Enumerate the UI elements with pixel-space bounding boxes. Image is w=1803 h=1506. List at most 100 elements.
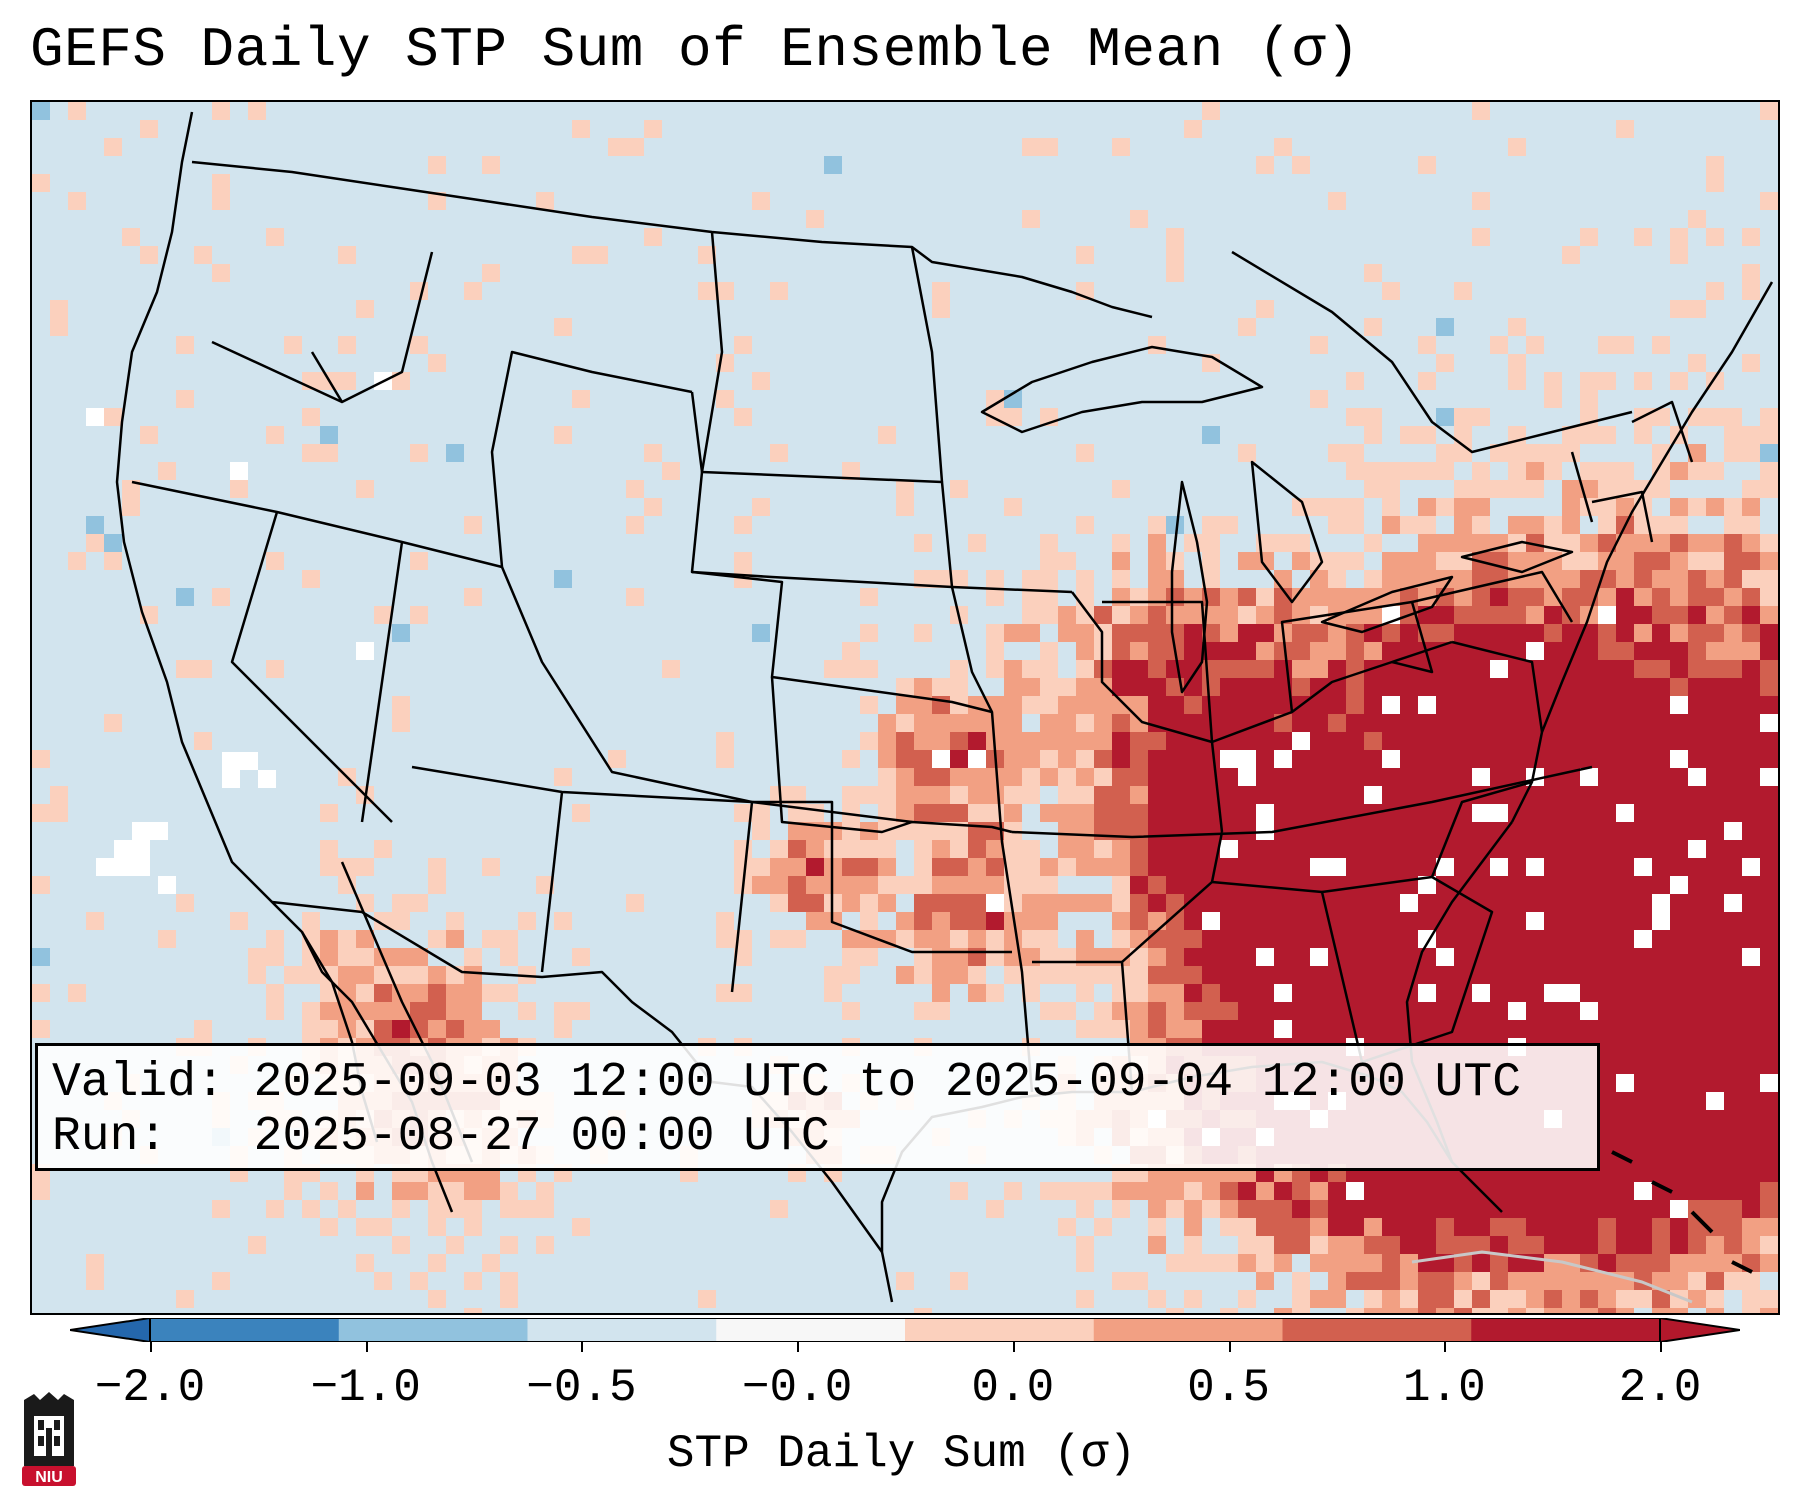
stp-grid-cell bbox=[1670, 1164, 1688, 1182]
stp-grid-cell bbox=[1706, 156, 1724, 174]
stp-grid-cell bbox=[1148, 534, 1166, 552]
stp-grid-cell bbox=[464, 984, 482, 1002]
stp-grid-cell bbox=[1652, 1020, 1670, 1038]
stp-grid-cell bbox=[1778, 696, 1780, 714]
stp-grid-cell bbox=[1490, 588, 1508, 606]
stp-grid-cell bbox=[1022, 876, 1040, 894]
colorbar-segments bbox=[150, 1318, 1661, 1342]
stp-grid-cell bbox=[1436, 624, 1454, 642]
stp-grid-cell bbox=[1508, 318, 1526, 336]
stp-grid-cell bbox=[1040, 948, 1058, 966]
stp-grid-cell bbox=[114, 840, 132, 858]
stp-grid-cell bbox=[1526, 1290, 1544, 1308]
stp-grid-cell bbox=[1778, 606, 1780, 624]
stp-grid-cell bbox=[806, 894, 824, 912]
stp-grid-cell bbox=[1472, 102, 1490, 120]
stp-grid-cell bbox=[1562, 624, 1580, 642]
stp-grid-cell bbox=[1616, 1110, 1634, 1128]
stp-grid-cell bbox=[1670, 930, 1688, 948]
stp-grid-cell bbox=[1616, 714, 1634, 732]
stp-grid-cell bbox=[410, 948, 428, 966]
stp-grid-cell bbox=[1202, 426, 1220, 444]
stp-grid-cell bbox=[896, 966, 914, 984]
stp-grid-cell bbox=[1418, 336, 1436, 354]
stp-grid-cell bbox=[1706, 552, 1724, 570]
stp-grid-cell bbox=[518, 1002, 536, 1020]
stp-grid-cell bbox=[320, 804, 338, 822]
stp-grid-cell bbox=[1580, 462, 1598, 480]
stp-grid-cell bbox=[554, 1002, 572, 1020]
stp-grid-cell bbox=[1148, 876, 1166, 894]
state-line bbox=[1570, 451, 1594, 523]
state-line bbox=[1451, 640, 1544, 733]
stp-grid-cell bbox=[1742, 1020, 1760, 1038]
stp-grid-cell bbox=[950, 1182, 968, 1200]
stp-grid-cell bbox=[1634, 1002, 1652, 1020]
stp-grid-cell bbox=[1058, 678, 1076, 696]
stp-grid-cell bbox=[842, 858, 860, 876]
stp-grid-cell bbox=[1382, 462, 1400, 480]
stp-grid-cell bbox=[824, 966, 842, 984]
stp-grid-cell bbox=[1616, 750, 1634, 768]
stp-grid-cell bbox=[1328, 822, 1346, 840]
stp-grid-cell bbox=[1184, 984, 1202, 1002]
stp-grid-cell bbox=[1760, 1290, 1778, 1308]
state-line bbox=[1231, 250, 1633, 454]
stp-grid-cell bbox=[1598, 516, 1616, 534]
stp-grid-cell bbox=[1670, 696, 1688, 714]
stp-grid-cell bbox=[1202, 984, 1220, 1002]
stp-grid-cell bbox=[1724, 408, 1742, 426]
stp-grid-cell bbox=[1022, 588, 1040, 606]
stp-grid-cell bbox=[1094, 858, 1112, 876]
stp-grid-cell bbox=[1760, 948, 1778, 966]
stp-grid-cell bbox=[1094, 678, 1112, 696]
stp-grid-cell bbox=[1328, 1020, 1346, 1038]
stp-grid-cell bbox=[1508, 1254, 1526, 1272]
stp-grid-cell bbox=[1760, 1056, 1778, 1074]
stp-grid-cell bbox=[1148, 642, 1166, 660]
stp-grid-cell bbox=[1760, 1092, 1778, 1110]
stp-grid-cell bbox=[1508, 1290, 1526, 1308]
stp-grid-cell bbox=[1112, 534, 1130, 552]
stp-grid-cell bbox=[914, 948, 932, 966]
stp-grid-cell bbox=[1130, 588, 1148, 606]
stp-grid-cell bbox=[1670, 552, 1688, 570]
stp-grid-cell bbox=[1616, 984, 1634, 1002]
stp-grid-cell bbox=[1274, 1020, 1292, 1038]
stp-grid-cell bbox=[1364, 1218, 1382, 1236]
stp-grid-cell bbox=[932, 858, 950, 876]
stp-grid-cell bbox=[1688, 1056, 1706, 1074]
stp-grid-cell bbox=[1184, 1290, 1202, 1308]
stp-grid-cell bbox=[1256, 1218, 1274, 1236]
stp-grid-cell bbox=[1778, 750, 1780, 768]
stp-grid-cell bbox=[896, 786, 914, 804]
stp-grid-cell bbox=[1562, 1218, 1580, 1236]
stp-grid-cell bbox=[1778, 966, 1780, 984]
stp-grid-cell bbox=[392, 372, 410, 390]
state-line bbox=[730, 801, 754, 993]
stp-grid-cell bbox=[1364, 408, 1382, 426]
stp-grid-cell bbox=[1544, 1290, 1562, 1308]
stp-grid-cell bbox=[950, 966, 968, 984]
stp-grid-cell bbox=[932, 1002, 950, 1020]
stp-grid-cell bbox=[258, 770, 276, 788]
stp-grid-cell bbox=[1670, 912, 1688, 930]
stp-grid-cell bbox=[1166, 930, 1184, 948]
colorbar-tick-mark bbox=[1012, 1342, 1015, 1352]
stp-grid-cell bbox=[320, 948, 338, 966]
stp-grid-cell bbox=[1598, 1074, 1616, 1092]
colorbar-extend-low bbox=[70, 1318, 150, 1342]
stp-grid-cell bbox=[1634, 642, 1652, 660]
stp-grid-cell bbox=[986, 408, 1004, 426]
stp-grid-cell bbox=[1616, 786, 1634, 804]
stp-grid-cell bbox=[464, 1200, 482, 1218]
stp-grid-cell bbox=[1778, 678, 1780, 696]
stp-grid-cell bbox=[1418, 840, 1436, 858]
stp-grid-cell bbox=[878, 732, 896, 750]
stp-grid-cell bbox=[1634, 768, 1652, 786]
stp-grid-cell bbox=[1670, 948, 1688, 966]
stp-grid-cell bbox=[1616, 1074, 1634, 1092]
stp-grid-cell bbox=[150, 822, 168, 840]
stp-grid-cell bbox=[338, 948, 356, 966]
stp-grid-cell bbox=[446, 930, 464, 948]
